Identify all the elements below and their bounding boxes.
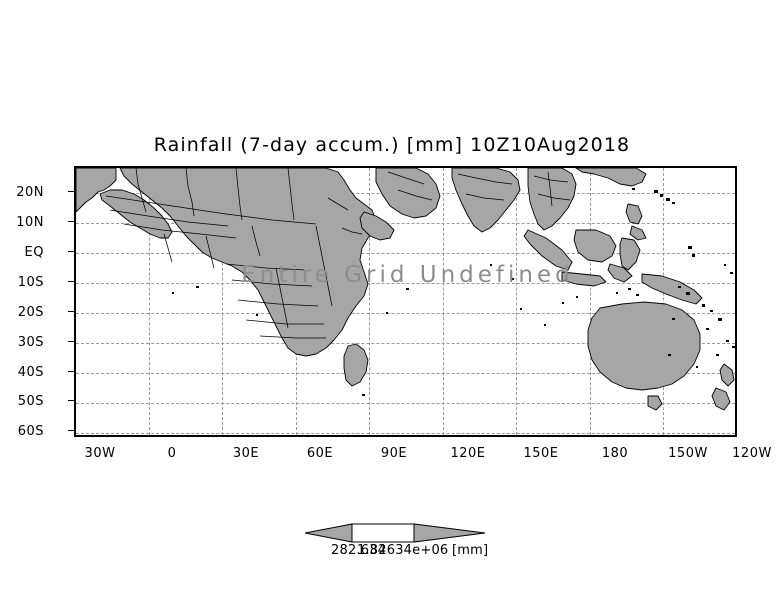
map-plot-area[interactable]: Entire Grid Undefined (74, 166, 737, 437)
y-axis-tick (68, 430, 74, 431)
colorbar-label-low: 282.634 (331, 543, 387, 558)
y-axis-tick (68, 311, 74, 312)
x-axis-label-120e: 120E (450, 446, 486, 461)
y-axis-tick (68, 251, 74, 252)
gridline-horizontal (76, 403, 735, 404)
gridline-horizontal (76, 343, 735, 344)
gridline-horizontal (76, 373, 735, 374)
x-axis-label-90e: 90E (380, 446, 408, 461)
y-axis-label-eq: EQ (24, 245, 44, 260)
y-axis-tick (68, 400, 74, 401)
gridline-horizontal (76, 433, 735, 434)
gridline-horizontal (76, 283, 735, 284)
gridline-vertical (443, 168, 444, 435)
gridline-horizontal (76, 313, 735, 314)
y-axis-label-10n: 10N (16, 215, 44, 230)
x-axis-label-0: 0 (167, 446, 177, 461)
x-axis-label-30e: 30E (232, 446, 260, 461)
x-axis-label-120w: 120W (732, 446, 772, 461)
y-axis-label-10s: 10S (17, 275, 44, 290)
y-axis-tick (68, 281, 74, 282)
y-axis-tick (68, 221, 74, 222)
x-axis-label-150w: 150W (668, 446, 708, 461)
x-axis-label-150e: 150E (523, 446, 559, 461)
colorbar-left-arrow (305, 523, 353, 543)
y-axis-label-40s: 40S (17, 365, 44, 380)
colorbar-graphic (305, 523, 485, 543)
colorbar[interactable] (305, 521, 485, 545)
y-axis-tick (68, 341, 74, 342)
world-map-graphic (76, 168, 735, 411)
gridline-vertical (369, 168, 370, 435)
x-axis-label-60e: 60E (306, 446, 334, 461)
gridline-vertical (590, 168, 591, 435)
gridline-vertical (149, 168, 150, 435)
colorbar-right-arrow (413, 523, 485, 543)
gridline-vertical (663, 168, 664, 435)
gridline-horizontal (76, 253, 735, 254)
map-canvas: Entire Grid Undefined (76, 168, 735, 435)
y-axis-label-30s: 30S (17, 335, 44, 350)
y-axis-label-60s: 60S (17, 424, 44, 439)
y-axis-label-20s: 20S (17, 305, 44, 320)
gridline-vertical (222, 168, 223, 435)
gridline-horizontal (76, 223, 735, 224)
y-axis-label-50s: 50S (17, 394, 44, 409)
y-axis-label-20n: 20N (16, 185, 44, 200)
colorbar-center-box (351, 523, 415, 543)
y-axis-tick (68, 371, 74, 372)
colorbar-label-high: 1.82634e+06 (357, 543, 449, 558)
gridline-vertical (516, 168, 517, 435)
x-axis-label-180: 180 (601, 446, 629, 461)
page-title: Rainfall (7-day accum.) [mm] 10Z10Aug201… (153, 134, 631, 156)
y-axis-tick (68, 191, 74, 192)
x-axis-label-30w: 30W (84, 446, 116, 461)
colorbar-unit-label: [mm] (452, 543, 489, 558)
